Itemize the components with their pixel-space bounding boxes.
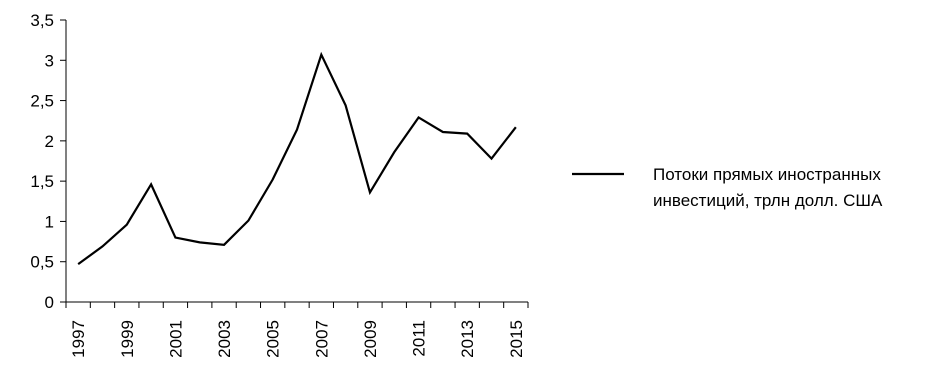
data-point <box>174 237 176 239</box>
y-tick-label: 0,5 <box>30 253 54 272</box>
data-point <box>491 158 493 160</box>
data-point <box>442 131 444 133</box>
data-point <box>369 191 371 193</box>
data-point <box>272 179 274 181</box>
x-tick-label: 1997 <box>69 320 88 358</box>
y-tick-label: 3 <box>45 51 54 70</box>
series-line <box>77 51 517 266</box>
data-point <box>150 183 152 185</box>
legend: Потоки прямых иностранных инвестиций, трл… <box>572 165 883 210</box>
plot-area <box>77 51 517 266</box>
y-tick-label: 0 <box>45 293 54 312</box>
x-tick-label: 2009 <box>361 320 380 358</box>
x-tick-label: 2003 <box>215 320 234 358</box>
y-tick-label: 2,5 <box>30 92 54 111</box>
x-tick-label: 2005 <box>264 320 283 358</box>
x-tick-label: 2001 <box>166 320 185 358</box>
legend-label: Потоки прямых иностранных <box>653 165 881 184</box>
data-point <box>345 104 347 106</box>
x-tick-label: 2013 <box>458 320 477 358</box>
y-tick-label: 3,5 <box>30 11 54 30</box>
x-tick-label: 1999 <box>118 320 137 358</box>
data-point <box>418 116 420 118</box>
y-tick-label: 1 <box>45 212 54 231</box>
data-point <box>466 133 468 135</box>
x-tick-label: 2015 <box>507 320 526 358</box>
data-point <box>199 241 201 243</box>
data-point <box>247 220 249 222</box>
x-axis: 1997 1999 2001 2003 2005 2007 2009 2011 2013 2015 <box>65 301 529 358</box>
data-point <box>393 151 395 153</box>
legend-label: инвестиций, трлн долл. США <box>653 191 883 210</box>
data-point <box>515 126 517 128</box>
data-point <box>320 54 322 56</box>
y-tick-label: 1,5 <box>30 172 54 191</box>
x-tick-label: 2011 <box>410 320 429 357</box>
x-tick-label: 2007 <box>312 320 331 358</box>
data-point <box>126 224 128 226</box>
data-point <box>223 244 225 246</box>
data-point <box>101 245 103 247</box>
data-point <box>296 129 298 131</box>
y-axis: 0 0,5 1 1,5 2 2,5 3 3,5 <box>30 11 67 312</box>
data-point <box>77 263 79 265</box>
y-tick-label: 2 <box>45 132 54 151</box>
